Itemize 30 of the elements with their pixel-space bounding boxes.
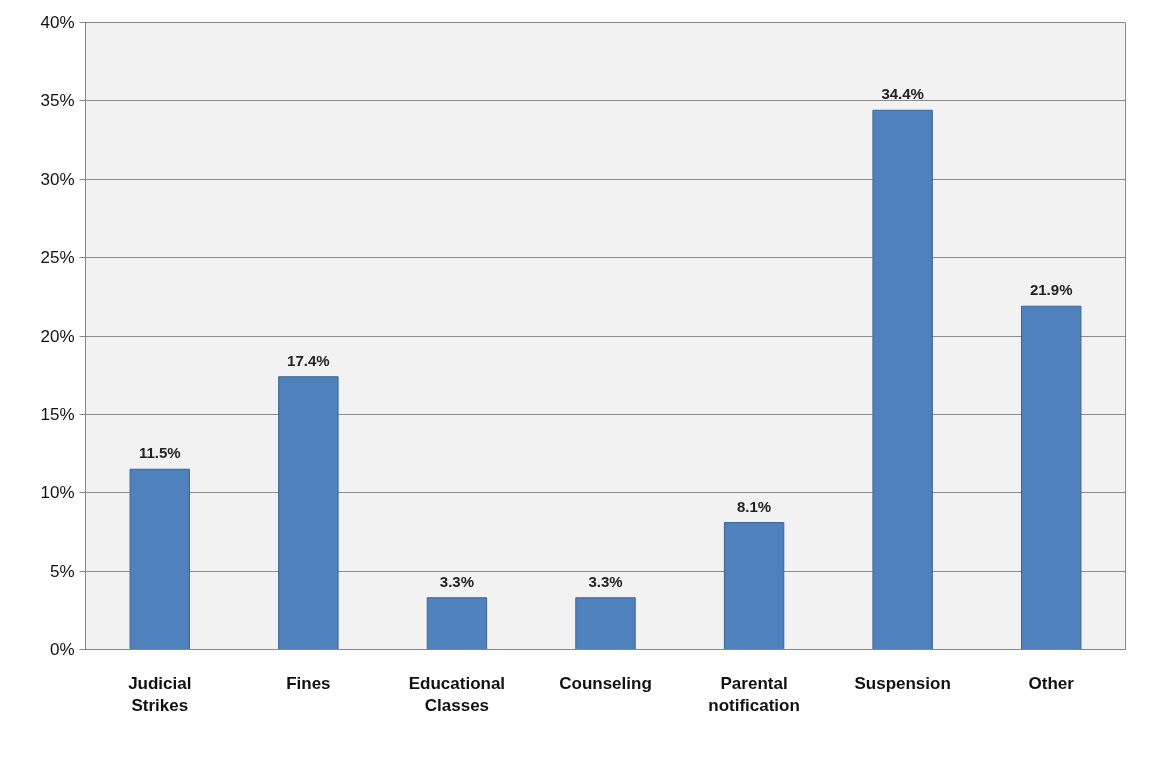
data-label: 8.1% (736, 497, 772, 515)
data-label: 34.4% (881, 85, 924, 103)
data-label: 3.3% (588, 572, 623, 590)
x-tick-label: Judicial Strikes (128, 673, 192, 716)
y-tick-label: 0% (49, 640, 75, 659)
bar (278, 376, 339, 650)
bar (575, 597, 636, 650)
bar (872, 109, 933, 650)
y-tick-label: 40% (40, 13, 75, 32)
y-tick-label: 35% (40, 91, 75, 111)
y-tick-label: 10% (40, 483, 75, 503)
x-tick-label: Suspension (854, 673, 951, 693)
bar (1021, 305, 1082, 650)
data-label: 21.9% (1029, 281, 1073, 299)
data-label: 11.5% (138, 444, 181, 462)
bar (426, 597, 488, 650)
y-tick-label: 25% (40, 248, 75, 268)
x-tick-label: Parental notification (708, 673, 800, 716)
x-tick-label: Other (1028, 673, 1075, 693)
data-label: 3.3% (439, 572, 475, 590)
y-tick-label: 15% (40, 404, 75, 424)
x-tick-label: Educational Classes (408, 673, 506, 716)
y-tick-label: 30% (40, 169, 75, 189)
x-tick-label: Counseling (559, 673, 652, 693)
y-tick-label: 20% (40, 326, 75, 346)
bar (723, 522, 785, 650)
y-tick-label: 5% (49, 561, 75, 581)
bar (129, 468, 190, 650)
x-tick-label: Fines (286, 673, 331, 693)
data-label: 17.4% (287, 351, 330, 369)
